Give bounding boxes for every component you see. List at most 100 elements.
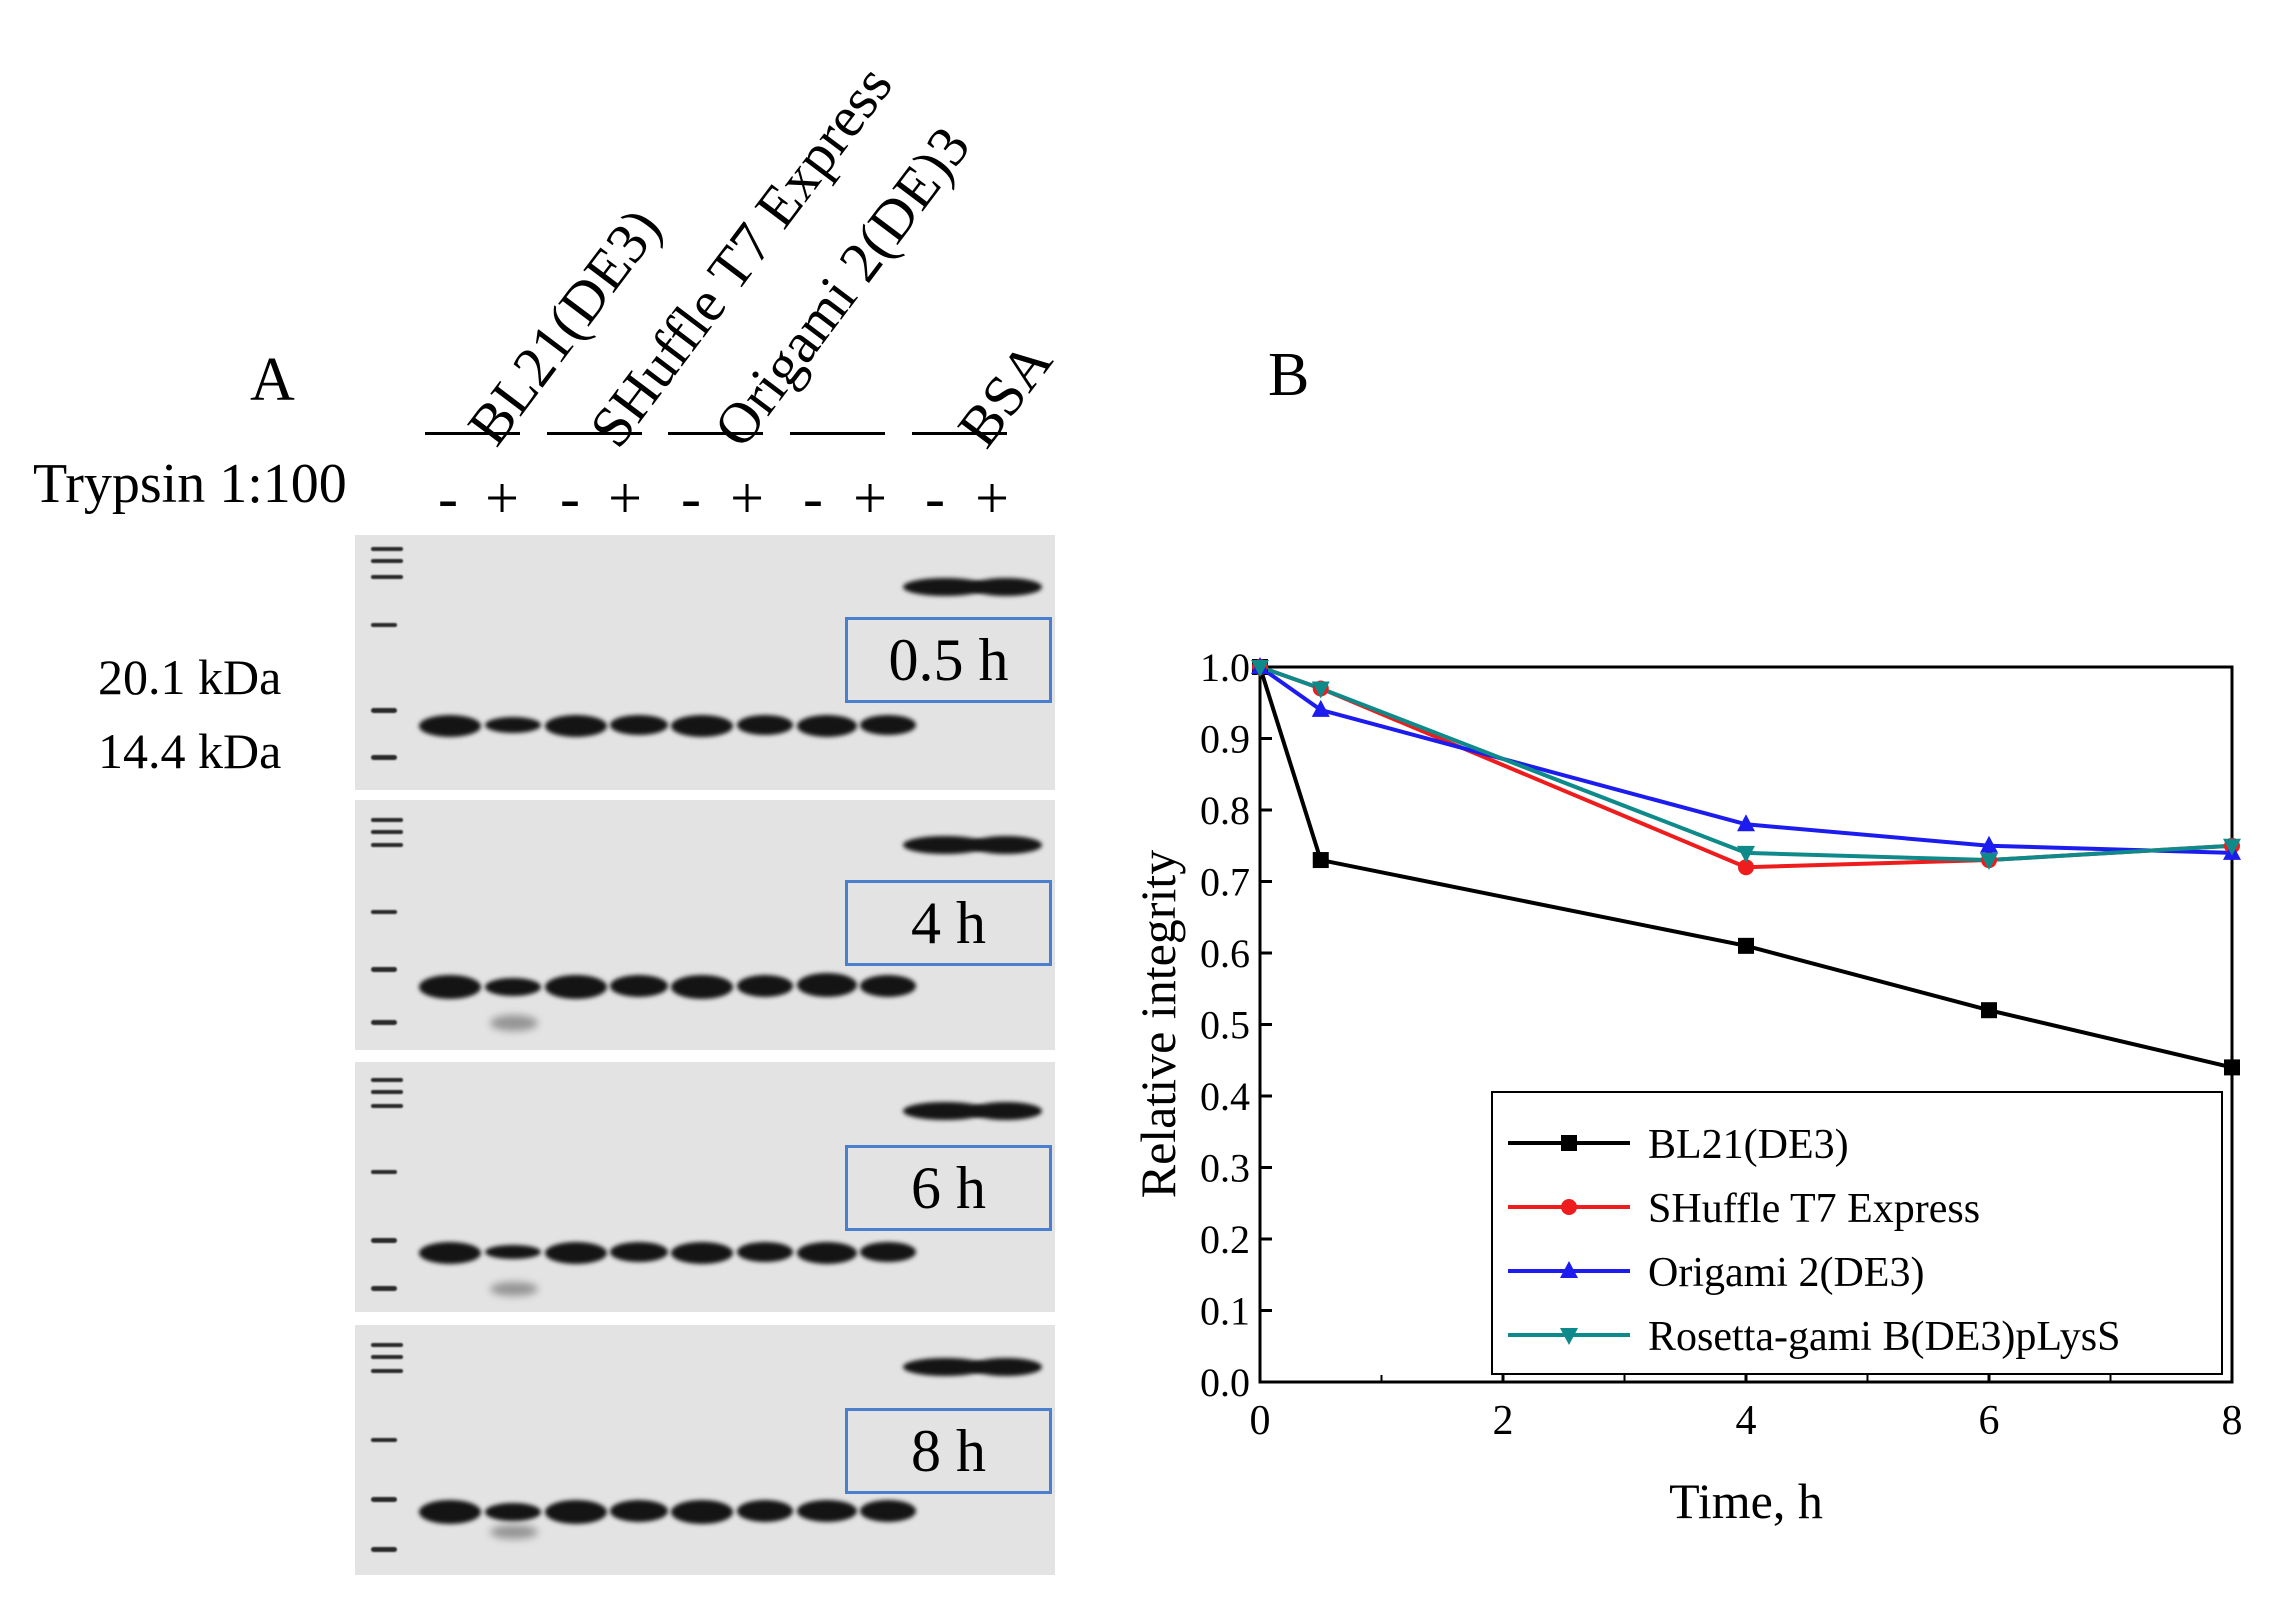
x-tick-label: 0: [1250, 1398, 1271, 1444]
gel-band: [860, 1500, 916, 1522]
y-tick-label: 0.0: [1200, 1360, 1250, 1405]
x-tick-label: 8: [2222, 1398, 2243, 1444]
ladder-band: [371, 1020, 397, 1025]
group-line-bsa: [912, 432, 1007, 435]
data-point-3-0: [1251, 660, 1269, 677]
panel-b-letter: B: [1268, 341, 1310, 409]
bsa-band: [970, 1358, 1042, 1376]
gel-band: [610, 975, 668, 997]
gel-band: [671, 1242, 733, 1264]
data-point-1-2: [1738, 859, 1754, 876]
gel-band: [419, 715, 481, 737]
gel-band: [419, 975, 481, 999]
ladder-band: [371, 1369, 403, 1373]
gel-band: [737, 1500, 793, 1522]
y-tick-label: 0.5: [1200, 1003, 1250, 1048]
ladder-band: [371, 1497, 397, 1502]
time-label-box: 8 h: [845, 1408, 1052, 1494]
legend-label-3: Rosetta-gami B(DE3)pLysS: [1648, 1314, 2120, 1360]
legend-label-2: Origami 2(DE3): [1648, 1250, 1924, 1296]
gel-band: [797, 1242, 857, 1264]
y-tick-label: 0.8: [1200, 788, 1250, 833]
legend-marker-1: [1561, 1199, 1577, 1215]
gel-band: [797, 1500, 857, 1522]
data-point-3-1: [1311, 681, 1330, 699]
group-line-shuffle: [547, 432, 642, 435]
y-tick-label: 0.1: [1200, 1289, 1250, 1334]
gel-band: [737, 1242, 793, 1262]
gel-band: [485, 1503, 541, 1521]
data-point-3-4: [2223, 838, 2241, 856]
ladder-band: [371, 575, 403, 579]
y-tick-label: 1.0: [1200, 645, 1250, 690]
legend: BL21(DE3) SHuffle T7 Express Origami 2(DE3…: [1491, 1091, 2223, 1375]
ladder-band: [371, 1438, 397, 1442]
bsa-band: [970, 578, 1042, 596]
bsa-band: [903, 836, 987, 854]
mw-label-20kda: 20.1 kDa: [98, 649, 282, 705]
x-tick-label: 4: [1736, 1398, 1757, 1444]
trypsin-label: Trypsin 1:100: [33, 453, 347, 515]
lane-sign: -: [560, 465, 580, 531]
gel-band: [671, 715, 733, 737]
gel-band: [737, 715, 793, 735]
ladder-band: [371, 1078, 403, 1082]
gel-band: [860, 1242, 916, 1262]
data-point-0-3: [1981, 1002, 1997, 1019]
data-point-0-4: [2224, 1059, 2240, 1076]
gel-band: [485, 1245, 541, 1259]
y-tick-label: 0.2: [1200, 1217, 1250, 1262]
gel-band: [671, 1500, 733, 1524]
gel-band: [545, 1242, 607, 1264]
gel-band: [610, 1242, 668, 1262]
gel-band: [860, 715, 916, 735]
lane-sign: -: [803, 465, 823, 531]
gel-band: [419, 1242, 481, 1264]
data-point-3-3: [1980, 853, 1998, 871]
ladder-band: [371, 1355, 403, 1359]
time-label-box: 6 h: [845, 1145, 1052, 1231]
bsa-band: [970, 836, 1042, 854]
data-point-0-2: [1738, 937, 1754, 954]
legend-frame: [1491, 1091, 2223, 1375]
ladder-band: [371, 623, 397, 627]
gel-image-4h: [355, 800, 1055, 1050]
legend-marker-2: [1560, 1261, 1578, 1278]
lane-sign: -: [681, 465, 701, 531]
y-axis-label: Relative integrity: [1130, 850, 1186, 1199]
ladder-band: [371, 708, 397, 713]
y-tick-label: 0.3: [1200, 1146, 1250, 1191]
gel-band: [737, 975, 793, 997]
time-label-box: 4 h: [845, 880, 1052, 966]
ladder-band: [371, 1090, 403, 1094]
gel-band: [545, 715, 607, 737]
data-point-2-3: [1980, 835, 1998, 853]
gel-band: [860, 975, 916, 997]
group-line-rosetta: [790, 432, 885, 435]
ladder-band: [371, 1286, 397, 1291]
gel-band: [485, 978, 541, 996]
x-tick-label: 2: [1493, 1398, 1514, 1444]
gel-band: [671, 975, 733, 999]
ladder-band: [371, 830, 403, 834]
gel-band: [545, 1500, 607, 1524]
gel-image-8h: [355, 1325, 1055, 1575]
legend-marker-0: [1561, 1135, 1577, 1151]
lane-sign: +: [608, 465, 642, 531]
legend-label-0: BL21(DE3): [1648, 1122, 1849, 1168]
gel-band: [545, 975, 607, 999]
ladder-band: [371, 1170, 397, 1174]
y-tick-label: 0.7: [1200, 860, 1250, 905]
ladder-band: [371, 1343, 403, 1347]
ladder-band: [371, 818, 403, 822]
lane-sign: +: [485, 465, 519, 531]
x-axis-label: Time, h: [1669, 1473, 1823, 1529]
gel-smear: [490, 1525, 538, 1539]
lane-sign: -: [925, 465, 945, 531]
gel-band: [485, 717, 541, 733]
data-point-2-1: [1311, 699, 1330, 717]
series-line-1: [1259, 665, 2233, 870]
gel-image-0-5h: [355, 535, 1055, 790]
gel-band: [610, 1500, 668, 1522]
y-tick-label: 0.4: [1200, 1074, 1250, 1119]
